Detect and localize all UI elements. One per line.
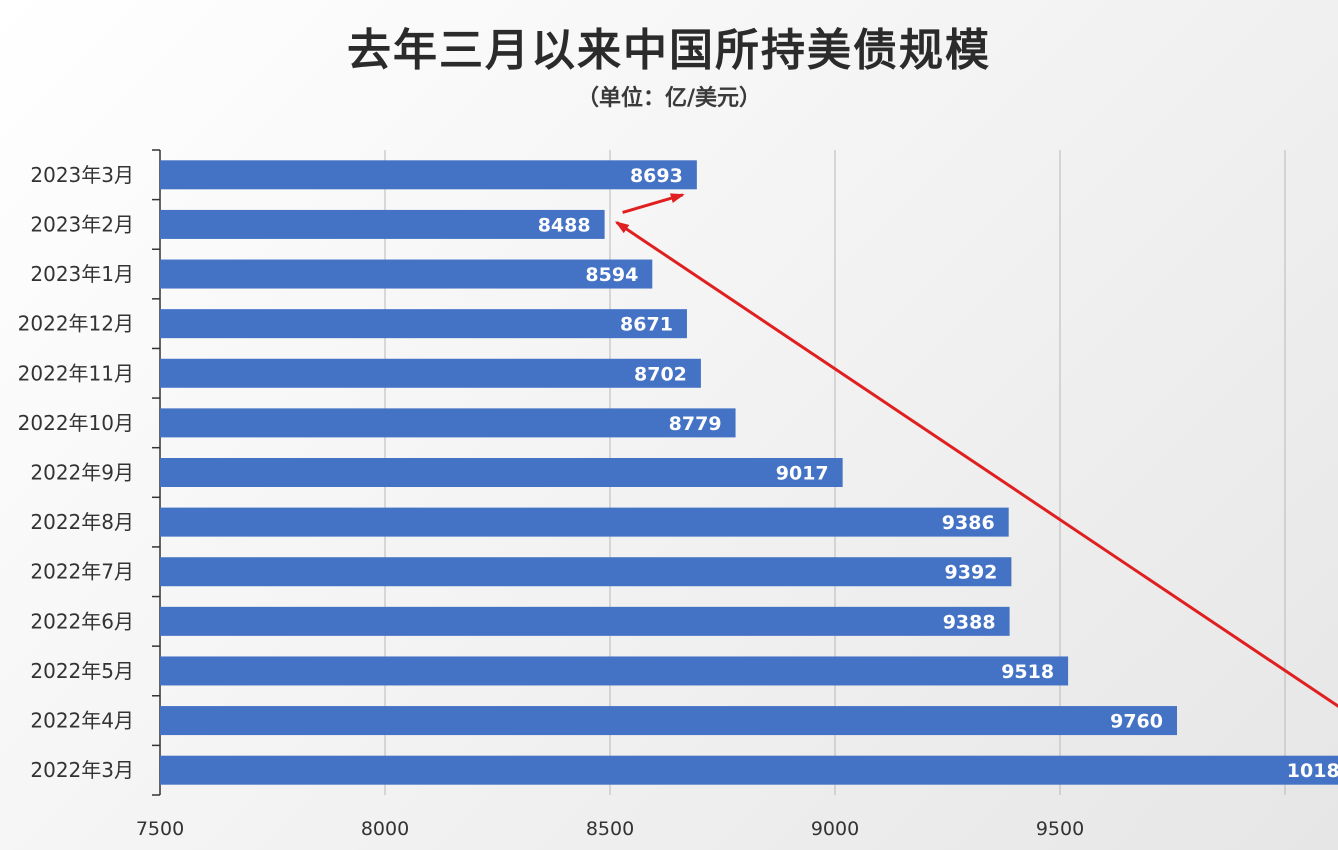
value-label: 8488 xyxy=(538,214,591,236)
value-label: 9386 xyxy=(942,512,995,534)
value-label: 9017 xyxy=(776,463,829,485)
category-label: 2022年7月 xyxy=(30,560,134,584)
category-label: 2023年1月 xyxy=(30,262,134,286)
value-label: 8702 xyxy=(634,363,687,385)
bar xyxy=(160,358,701,388)
category-label: 2022年9月 xyxy=(30,461,134,485)
bar xyxy=(160,259,653,289)
bar xyxy=(160,160,697,190)
category-label: 2022年4月 xyxy=(30,709,134,733)
bar xyxy=(160,408,736,438)
x-tick-label: 7500 xyxy=(136,818,184,840)
x-tick-label: 8000 xyxy=(361,818,409,840)
value-label: 9760 xyxy=(1110,711,1163,733)
value-label: 8693 xyxy=(630,165,683,187)
bar xyxy=(160,557,1012,587)
category-label: 2023年3月 xyxy=(30,163,134,187)
bar xyxy=(160,656,1069,686)
bar xyxy=(160,309,687,339)
trend-arrow xyxy=(614,221,1338,708)
value-label: 9518 xyxy=(1001,661,1054,683)
category-label: 2022年5月 xyxy=(30,659,134,683)
x-tick-label: 9500 xyxy=(1036,818,1084,840)
value-label: 8671 xyxy=(620,314,673,336)
category-label: 2022年11月 xyxy=(18,361,134,385)
x-tick-label: 9000 xyxy=(811,818,859,840)
chart-title: 去年三月以来中国所持美债规模 xyxy=(347,25,991,76)
value-label: 8594 xyxy=(585,264,638,286)
bar xyxy=(160,458,843,487)
category-label: 2022年6月 xyxy=(30,609,134,633)
category-label: 2023年2月 xyxy=(30,212,134,236)
category-label: 2022年3月 xyxy=(30,758,134,782)
bar xyxy=(160,755,1338,785)
category-label: 2022年8月 xyxy=(30,510,134,534)
category-label: 2022年10月 xyxy=(18,411,134,435)
x-tick-label: 8500 xyxy=(586,818,634,840)
bar xyxy=(160,606,1010,636)
value-label: 9392 xyxy=(945,562,998,584)
value-label: 8779 xyxy=(669,413,722,435)
category-label: 2022年12月 xyxy=(18,312,134,336)
value-label: 10182 xyxy=(1287,760,1338,782)
rebound-arrow xyxy=(622,193,685,214)
chart-subtitle: （单位：亿/美元） xyxy=(576,86,762,111)
bar xyxy=(160,706,1177,736)
bar xyxy=(160,209,605,239)
value-label: 9388 xyxy=(943,611,996,633)
bar xyxy=(160,507,1009,537)
